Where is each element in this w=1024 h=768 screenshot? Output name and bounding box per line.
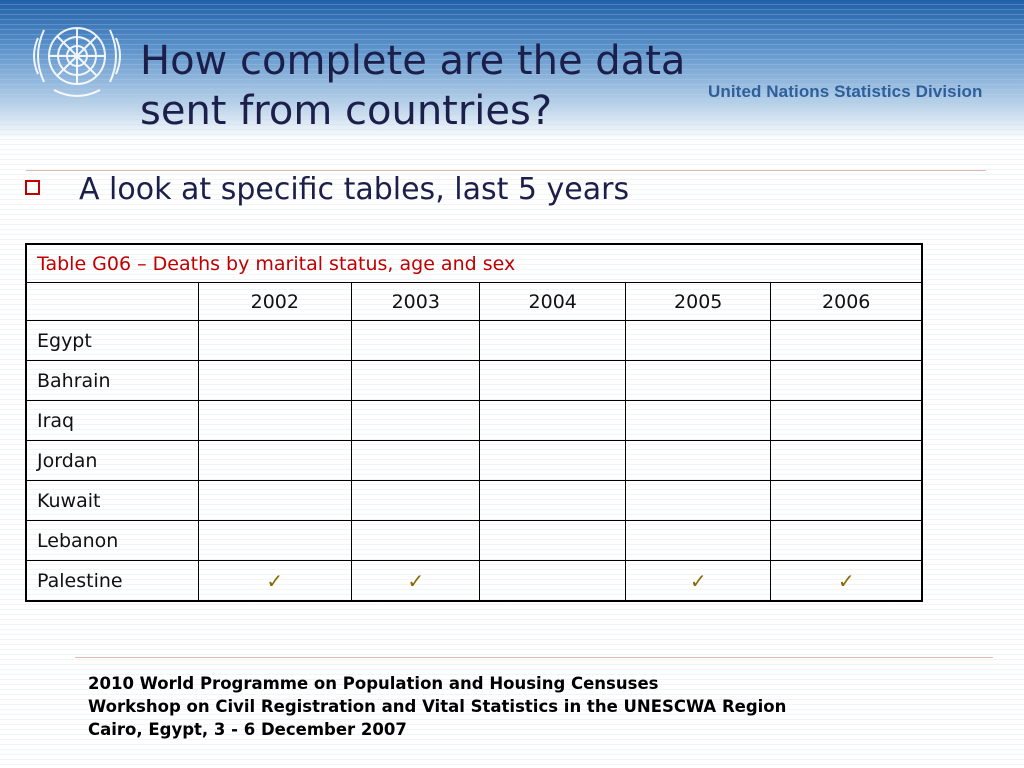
check-cell xyxy=(770,360,923,401)
bottom-divider xyxy=(75,657,993,658)
check-cell xyxy=(624,360,772,401)
country-cell: Bahrain xyxy=(25,360,199,401)
check-cell xyxy=(624,440,772,481)
footer-line2: Workshop on Civil Registration and Vital… xyxy=(88,697,787,716)
year-header: 2004 xyxy=(479,282,626,321)
check-cell xyxy=(479,400,626,441)
slide-title-line2: sent from countries? xyxy=(140,88,553,134)
slide-title-line1: How complete are the data xyxy=(140,38,686,84)
check-cell xyxy=(624,320,772,361)
table-row: Kuwait xyxy=(25,480,923,521)
check-cell xyxy=(770,520,923,561)
table-row: Iraq xyxy=(25,400,923,441)
check-cell xyxy=(351,400,481,441)
table-row: Palestine ✓ ✓ ✓ ✓ xyxy=(25,560,923,602)
year-header: 2005 xyxy=(624,282,772,321)
table-caption-row: Table G06 – Deaths by marital status, ag… xyxy=(25,243,923,283)
check-cell xyxy=(624,520,772,561)
check-cell xyxy=(197,520,353,561)
year-header: 2003 xyxy=(351,282,481,321)
check-cell xyxy=(479,480,626,521)
table-header-row: 2002 2003 2004 2005 2006 xyxy=(25,282,923,321)
country-cell: Iraq xyxy=(25,400,199,441)
country-cell: Egypt xyxy=(25,320,199,361)
completeness-table: Table G06 – Deaths by marital status, ag… xyxy=(25,243,923,602)
country-cell: Lebanon xyxy=(25,520,199,561)
check-cell xyxy=(197,320,353,361)
check-mark-icon: ✓ xyxy=(351,560,481,602)
footer-line1: 2010 World Programme on Population and H… xyxy=(88,674,659,693)
organization-name: United Nations Statistics Division xyxy=(708,82,983,101)
check-mark-icon: ✓ xyxy=(197,560,353,602)
table-row: Jordan xyxy=(25,440,923,481)
check-cell xyxy=(197,400,353,441)
bullet-text: A look at specific tables, last 5 years xyxy=(79,172,630,207)
check-cell xyxy=(624,400,772,441)
table-caption: Table G06 – Deaths by marital status, ag… xyxy=(25,243,923,283)
table-row: Bahrain xyxy=(25,360,923,401)
header-empty-cell xyxy=(25,282,199,321)
check-cell xyxy=(479,440,626,481)
check-cell xyxy=(479,520,626,561)
table-row: Egypt xyxy=(25,320,923,361)
footer: 2010 World Programme on Population and H… xyxy=(88,672,786,741)
year-header: 2006 xyxy=(770,282,923,321)
check-cell xyxy=(197,440,353,481)
check-cell xyxy=(351,480,481,521)
check-cell xyxy=(351,360,481,401)
check-mark-icon: ✓ xyxy=(770,560,923,602)
check-cell xyxy=(479,360,626,401)
check-cell xyxy=(197,360,353,401)
check-cell xyxy=(351,440,481,481)
check-cell xyxy=(624,480,772,521)
un-emblem-icon xyxy=(33,27,121,97)
check-cell xyxy=(770,440,923,481)
year-header: 2002 xyxy=(197,282,353,321)
check-cell xyxy=(197,480,353,521)
check-cell xyxy=(351,320,481,361)
country-cell: Jordan xyxy=(25,440,199,481)
check-cell xyxy=(770,320,923,361)
country-cell: Palestine xyxy=(25,560,199,602)
header-band xyxy=(0,0,1024,140)
check-cell xyxy=(770,480,923,521)
check-mark-icon: ✓ xyxy=(624,560,772,602)
slide-title: How complete are the data sent from coun… xyxy=(140,36,780,136)
check-cell xyxy=(479,320,626,361)
check-cell xyxy=(770,400,923,441)
country-cell: Kuwait xyxy=(25,480,199,521)
check-cell xyxy=(479,560,626,602)
table-row: Lebanon xyxy=(25,520,923,561)
footer-line3: Cairo, Egypt, 3 - 6 December 2007 xyxy=(88,720,407,739)
square-bullet-icon xyxy=(25,180,40,195)
check-cell xyxy=(351,520,481,561)
top-divider xyxy=(26,170,986,171)
